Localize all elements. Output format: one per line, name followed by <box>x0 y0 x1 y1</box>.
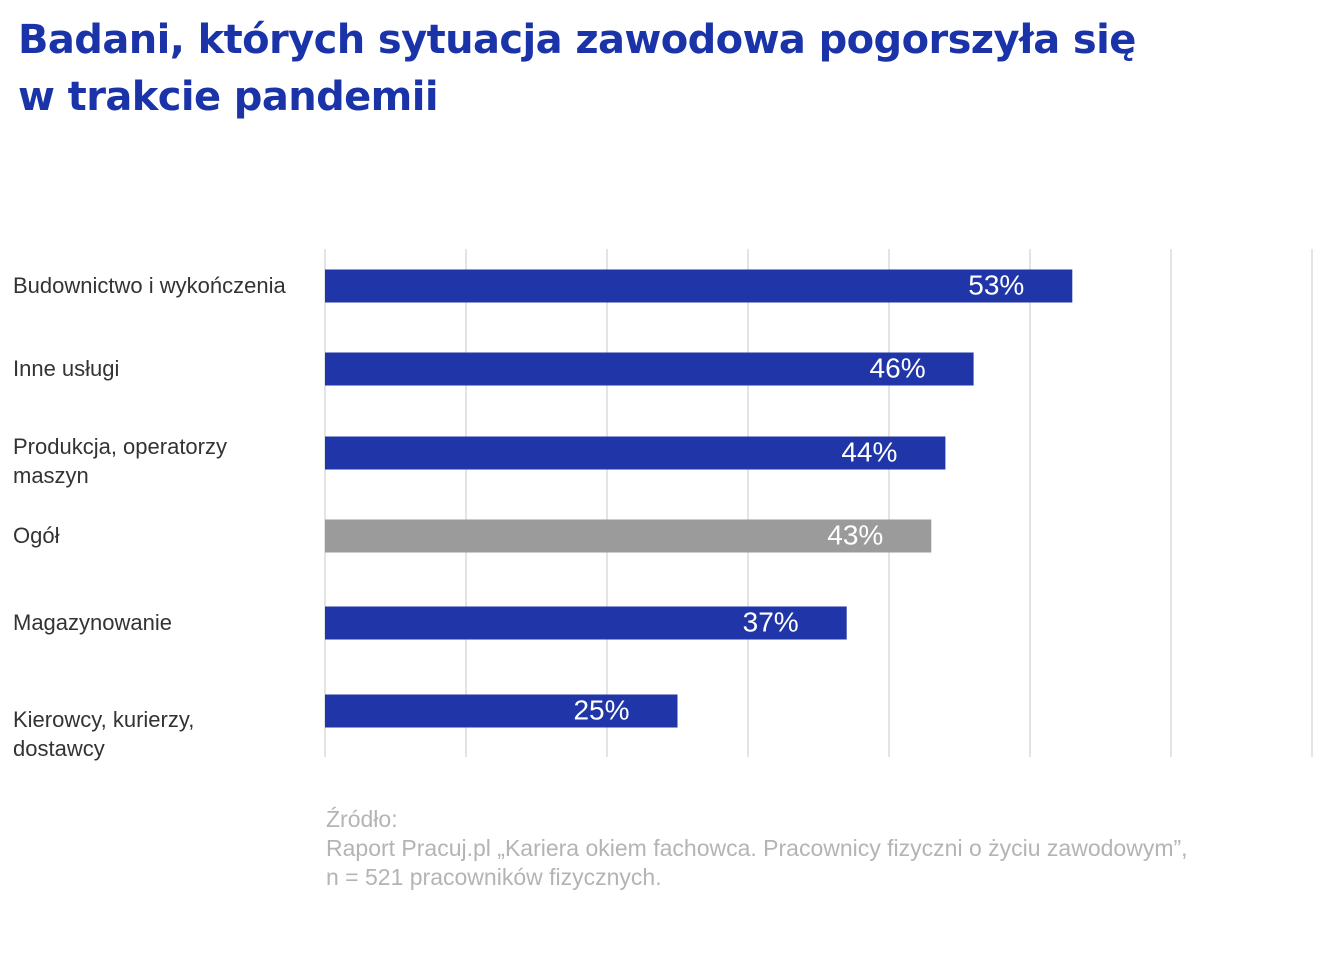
bar-2 <box>325 436 946 470</box>
bar-chart: 53% Budownictwo i wykończenia 46% Inne usłu… <box>13 249 1313 761</box>
category-label-1: Inne usługi <box>13 356 119 381</box>
value-label-0: 53% <box>968 269 1024 300</box>
category-label-2-line-0: Produkcja, operatorzy <box>13 434 227 459</box>
category-label-2-line-1: maszyn <box>13 463 89 488</box>
source-sample: n = 521 pracowników fizycznych. <box>326 864 662 890</box>
value-label-3: 43% <box>827 519 883 550</box>
bar-1 <box>325 352 974 386</box>
category-label-3: Ogół <box>13 523 60 548</box>
bar-3 <box>325 519 932 553</box>
value-label-4: 37% <box>743 606 799 637</box>
value-label-5: 25% <box>573 694 629 725</box>
chart-title: Badani, których sytuacja zawodowa pogors… <box>18 12 1218 126</box>
bar-0 <box>325 269 1073 303</box>
source-note: Źródło: Raport Pracuj.pl „Kariera okiem … <box>326 805 1188 892</box>
category-label-0: Budownictwo i wykończenia <box>13 273 286 298</box>
source-label: Źródło: <box>326 806 398 832</box>
chart-title-line-2: w trakcie pandemii <box>18 74 439 120</box>
bar-4 <box>325 606 847 640</box>
category-label-5-line-0: Kierowcy, kurierzy, <box>13 707 194 732</box>
value-label-1: 46% <box>870 352 926 383</box>
bar-5 <box>325 694 678 728</box>
category-label-4: Magazynowanie <box>13 610 172 635</box>
category-label-5-line-1: dostawcy <box>13 736 105 761</box>
chart-title-line-1: Badani, których sytuacja zawodowa pogors… <box>18 17 1136 63</box>
value-label-2: 44% <box>841 436 897 467</box>
source-report: Raport Pracuj.pl „Kariera okiem fachowca… <box>326 835 1188 861</box>
